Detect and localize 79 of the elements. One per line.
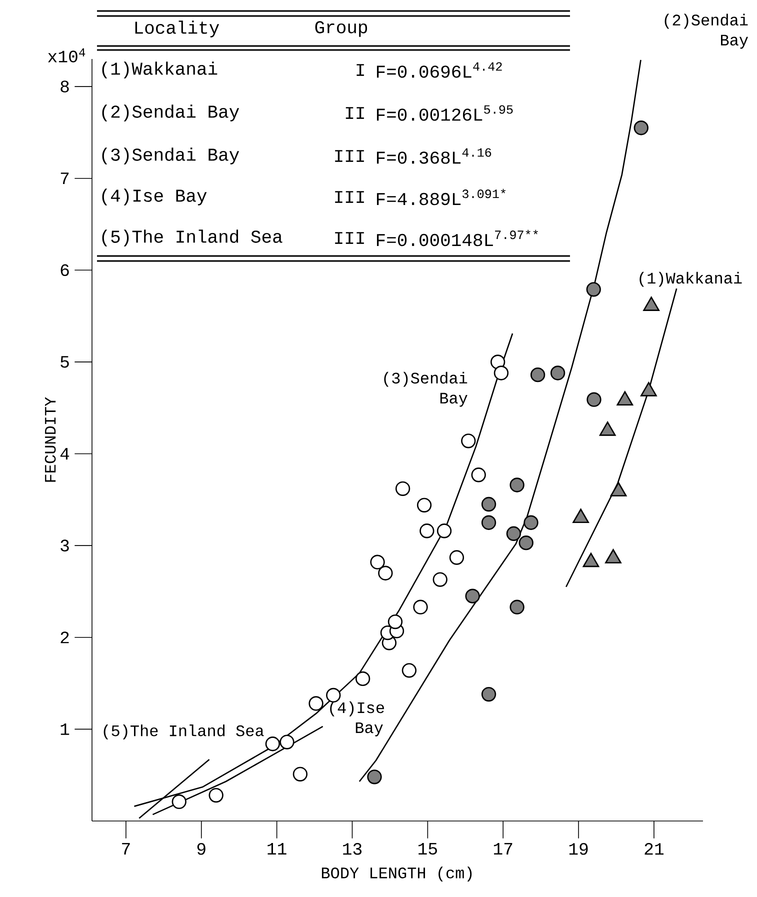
annotation: (3)Sendai Bay: [102, 148, 240, 164]
annotation: III: [335, 232, 364, 244]
y-tick-label: 3: [60, 540, 69, 552]
series-label: (2)Sendai Bay: [664, 14, 748, 49]
annotation: III: [335, 191, 364, 203]
annotation: (1)Wakkanai: [102, 62, 218, 78]
point: [280, 734, 294, 750]
annotation: I: [356, 64, 364, 76]
point: [402, 663, 417, 678]
y-axis-title: FECUNDITY: [44, 397, 56, 482]
series-label: (3)Sendai Bay: [384, 372, 468, 407]
x-tick-label: 13: [343, 843, 362, 855]
y-tick-label: 5: [60, 356, 69, 368]
point: [506, 526, 521, 541]
point: [449, 550, 464, 565]
point: [416, 498, 432, 513]
x-tick-label: 19: [569, 843, 588, 855]
annotation: II: [346, 107, 364, 119]
y-tick-label: 2: [60, 632, 69, 644]
point: [292, 766, 308, 782]
point: [481, 496, 496, 512]
point: [367, 770, 382, 784]
point: [530, 367, 546, 382]
point: [265, 736, 280, 752]
point: [172, 794, 186, 810]
point: [471, 468, 486, 482]
y-tick-label: 1: [60, 723, 70, 735]
y-tick-label: 7: [60, 172, 69, 184]
annotation: (2)Sendai Bay: [102, 104, 240, 122]
y-tick-label: 8: [60, 80, 69, 92]
point: [326, 688, 341, 703]
point: [420, 524, 434, 538]
point: [481, 686, 496, 702]
text: Group: [315, 21, 368, 37]
point: [510, 478, 524, 492]
point: [550, 366, 566, 380]
line-series: [565, 288, 678, 588]
point: [586, 392, 602, 407]
point: [378, 566, 393, 580]
series-label: (4)Ise Bay: [330, 701, 384, 736]
annotation: (5)The Inland Sea: [102, 230, 282, 246]
point: [510, 600, 524, 614]
annotation: F=0.000148L$^{7.97**}$: [376, 230, 538, 246]
point: [208, 788, 224, 803]
x-tick-label: 7: [122, 843, 130, 854]
point: [370, 554, 385, 570]
point: [436, 524, 452, 538]
legend-label: (5)The Inland Sea: [104, 724, 264, 740]
x-tick-label: 21: [644, 843, 664, 855]
point: [395, 481, 410, 496]
point: [634, 120, 648, 136]
point: [481, 515, 496, 530]
point: [461, 434, 476, 448]
text: Locality: [135, 20, 220, 38]
x-axis-title: BODY LENGTH (cm): [322, 866, 472, 882]
annotation: F=0.368L$^{4.16}$: [376, 148, 492, 164]
annotation: F=4.889L$^{3.091*}$: [376, 188, 506, 206]
annotation: F=0.0696L$^{4.42}$: [376, 62, 502, 78]
point: [518, 535, 534, 550]
text: x10$^{4}$: [48, 48, 86, 62]
point: [308, 696, 324, 711]
y-tick-label: 6: [60, 264, 69, 276]
x-tick-label: 9: [197, 843, 206, 855]
point: [432, 572, 448, 587]
annotation: (4)Ise Bay: [102, 188, 207, 206]
x-tick-label: 17: [494, 843, 512, 854]
point: [355, 671, 370, 686]
x-tick-label: 15: [418, 843, 437, 855]
y-tick-label: 4: [60, 448, 70, 460]
series-label: (1)Wakkanai: [640, 272, 742, 287]
annotation: III: [335, 150, 364, 162]
point: [465, 588, 480, 604]
point: [586, 282, 601, 297]
point: [524, 515, 538, 530]
x-tick-label: 11: [268, 843, 286, 854]
point: [494, 366, 509, 380]
annotation: F=0.00126L$^{5.95}$: [376, 105, 513, 121]
point: [413, 600, 428, 614]
point: [388, 614, 403, 630]
